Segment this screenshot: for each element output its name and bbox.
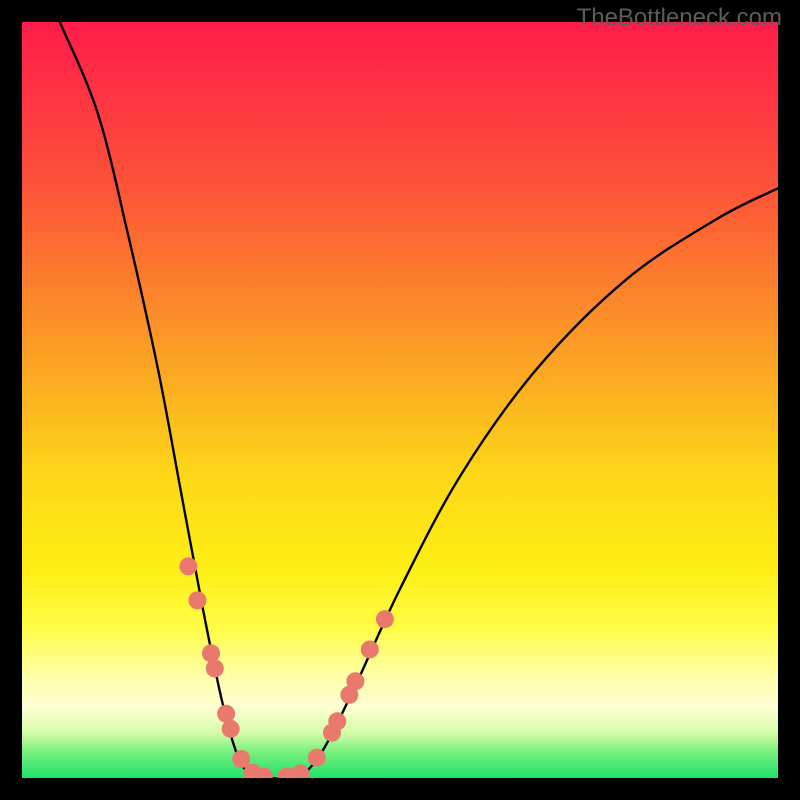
curve-marker [328, 712, 346, 730]
bottleneck-chart [22, 22, 778, 778]
chart-frame: TheBottleneck.com [0, 0, 800, 800]
curve-marker [222, 720, 240, 738]
curve-marker [202, 644, 220, 662]
curve-marker [179, 557, 197, 575]
curve-marker [308, 749, 326, 767]
curve-marker [346, 672, 364, 690]
plot-area [22, 22, 778, 778]
curve-marker [376, 610, 394, 628]
curve-marker [361, 640, 379, 658]
curve-marker [206, 659, 224, 677]
curve-marker [188, 591, 206, 609]
gradient-background [22, 22, 778, 778]
watermark-text: TheBottleneck.com [577, 4, 782, 32]
